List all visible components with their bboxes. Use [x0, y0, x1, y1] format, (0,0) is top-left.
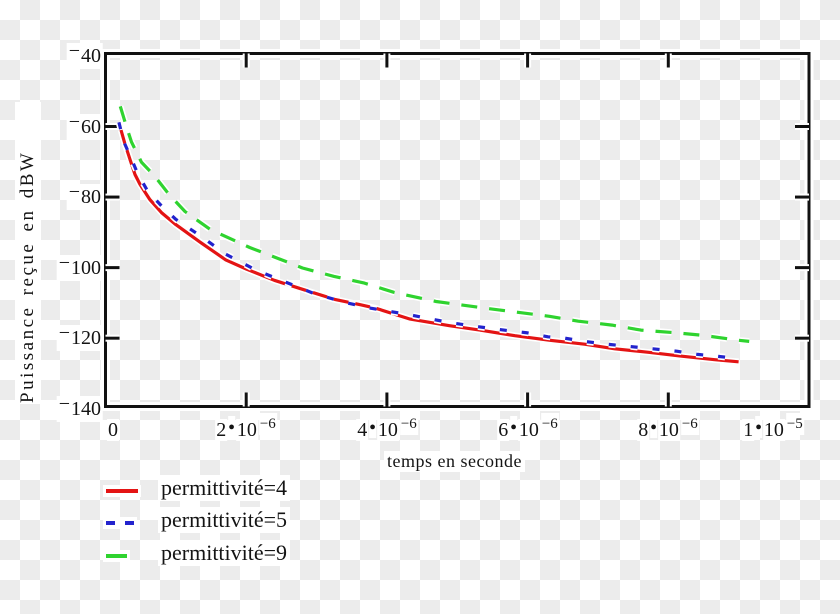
exponent: −6: [540, 413, 559, 435]
minus-sign: −: [68, 181, 80, 203]
exponent: −6: [680, 413, 699, 435]
mantissa: 1: [742, 419, 755, 441]
multiply-dot: ●: [755, 416, 762, 438]
y-tick-label: −80: [66, 181, 103, 210]
base-ten: 10: [657, 419, 680, 441]
y-tick-label: −100: [56, 252, 103, 281]
legend-line: [106, 521, 134, 525]
x-tick-label: 0: [107, 419, 119, 441]
y-tick-label: −120: [56, 322, 103, 351]
x-tick-label: 1 ● 10 −5: [742, 413, 804, 444]
legend-label: permittivité=4: [158, 475, 291, 501]
x-axis-title: temps en seconde: [384, 451, 525, 472]
y-tick-label: −40: [66, 40, 103, 69]
legend-swatch-dashed-short: [103, 517, 137, 529]
multiply-dot: ●: [650, 416, 657, 438]
mantissa: 4: [356, 419, 369, 441]
x-tick-label: 4 ● 10 −6: [356, 413, 418, 444]
minus-sign: −: [58, 393, 70, 415]
legend-swatch-solid: [103, 485, 141, 497]
multiply-dot: ●: [369, 416, 376, 438]
x-tick-label: 6 ● 10 −6: [497, 413, 559, 444]
base-ten: 10: [235, 419, 258, 441]
mantissa: 8: [637, 419, 650, 441]
minus-sign: −: [58, 322, 70, 344]
plot-frame: [104, 52, 811, 408]
x-tick-label: 2 ● 10 −6: [215, 413, 277, 444]
curve-permittivit-9: [118, 105, 750, 343]
legend-line: [106, 554, 127, 558]
exponent: −5: [785, 413, 804, 435]
mantissa: 6: [497, 419, 510, 441]
legend-label: permittivité=9: [158, 540, 291, 566]
base-ten: 10: [762, 419, 785, 441]
legend-label: permittivité=5: [158, 507, 291, 533]
multiply-dot: ●: [510, 416, 517, 438]
base-ten: 10: [376, 419, 399, 441]
minus-sign: −: [58, 252, 70, 274]
legend-line: [106, 489, 138, 493]
minus-sign: −: [68, 40, 80, 62]
legend-swatch-dashed-long: [103, 550, 130, 562]
x-tick-label: 8 ● 10 −6: [637, 413, 699, 444]
exponent: −6: [399, 413, 418, 435]
base-ten: 10: [517, 419, 540, 441]
curve-permittivit-4: [119, 129, 739, 364]
curve-permittivit-5: [117, 121, 736, 360]
exponent: −6: [258, 413, 277, 435]
multiply-dot: ●: [228, 416, 235, 438]
minus-sign: −: [68, 111, 80, 133]
y-tick-label: −60: [66, 111, 103, 140]
y-tick-label: −140: [56, 393, 103, 422]
mantissa: 0: [107, 419, 119, 441]
mantissa: 2: [215, 419, 228, 441]
y-axis-title: Puissance reçue en dBW: [15, 102, 41, 404]
